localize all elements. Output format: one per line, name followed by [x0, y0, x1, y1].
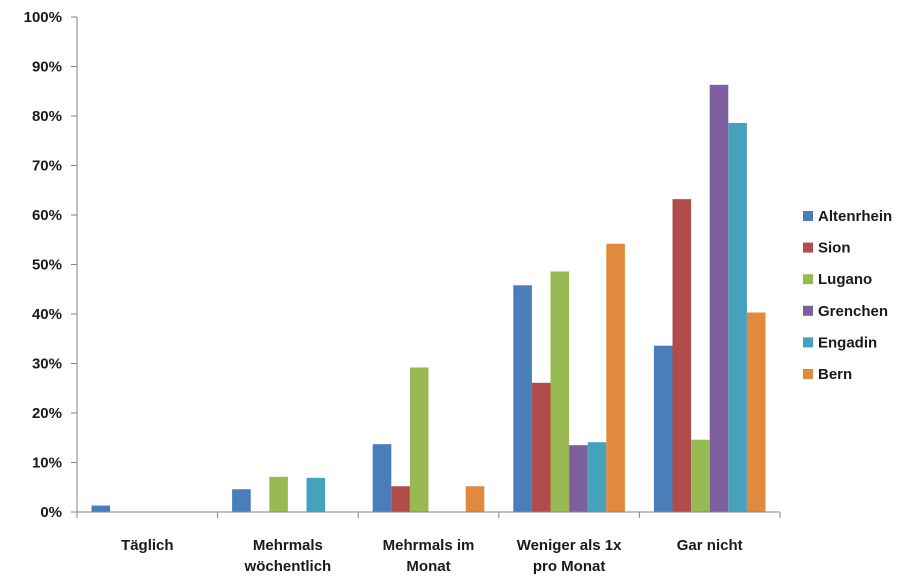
bar-altenrhein: [91, 505, 111, 512]
x-tick-label: Weniger als 1x pro Monat: [517, 537, 622, 575]
x-tick-label: Täglich: [121, 537, 174, 554]
legend-label: Engadin: [818, 334, 877, 351]
legend: Altenrhein Sion Lugano Grenchen Engadin Bern: [803, 208, 892, 383]
y-tick-label: 40%: [32, 306, 62, 323]
bar-sion: [531, 382, 551, 512]
bar-sion: [391, 486, 410, 512]
bar-grenchen: [709, 84, 729, 512]
bars: [91, 84, 766, 513]
legend-label: Altenrhein: [818, 208, 892, 225]
bar-sion: [672, 199, 692, 512]
x-tick-label: Mehrmals im Monat: [383, 537, 475, 575]
bar-engadin: [306, 477, 326, 512]
bar-altenrhein: [653, 345, 673, 512]
y-tick-label: 20%: [32, 405, 62, 422]
bar-engadin: [587, 442, 607, 512]
x-tick-label: Gar nicht: [677, 537, 743, 554]
legend-swatch: [803, 274, 813, 285]
legend-swatch: [803, 369, 813, 379]
y-tick-label: 80%: [32, 108, 62, 125]
bar-grenchen: [569, 445, 588, 512]
bar-lugano: [409, 367, 429, 512]
x-axis: Täglich Mehrmals wöchentlich Mehrmals im Mon…: [76, 511, 781, 575]
y-tick-label: 50%: [32, 257, 62, 274]
y-axis: 0% 10% 20% 30% 40% 50% 60% 70% 80% 90% 100%: [24, 9, 78, 521]
legend-swatch: [803, 242, 813, 253]
legend-label: Grenchen: [818, 303, 888, 320]
bar-altenrhein: [513, 285, 532, 512]
legend-swatch: [803, 305, 813, 316]
y-tick-label: 0%: [40, 504, 62, 521]
legend-label: Bern: [818, 366, 852, 383]
legend-swatch: [803, 337, 813, 348]
bar-lugano: [691, 439, 710, 512]
y-tick-label: 60%: [32, 207, 62, 224]
legend-swatch: [803, 211, 813, 221]
y-tick-label: 90%: [32, 59, 62, 76]
y-tick-label: 70%: [32, 158, 62, 175]
x-tick-label: Mehrmals wöchentlich: [244, 537, 332, 575]
y-tick-label: 100%: [24, 9, 62, 26]
bar-bern: [606, 243, 625, 512]
legend-label: Lugano: [818, 271, 872, 288]
bar-engadin: [728, 122, 747, 513]
bar-altenrhein: [372, 444, 392, 512]
bar-lugano: [269, 476, 288, 512]
bar-lugano: [550, 271, 570, 512]
y-tick-label: 30%: [32, 356, 62, 373]
y-tick-label: 10%: [32, 455, 62, 472]
bar-altenrhein: [232, 489, 251, 512]
legend-label: Sion: [818, 240, 851, 257]
bar-bern: [465, 486, 485, 512]
bar-bern: [746, 312, 766, 512]
